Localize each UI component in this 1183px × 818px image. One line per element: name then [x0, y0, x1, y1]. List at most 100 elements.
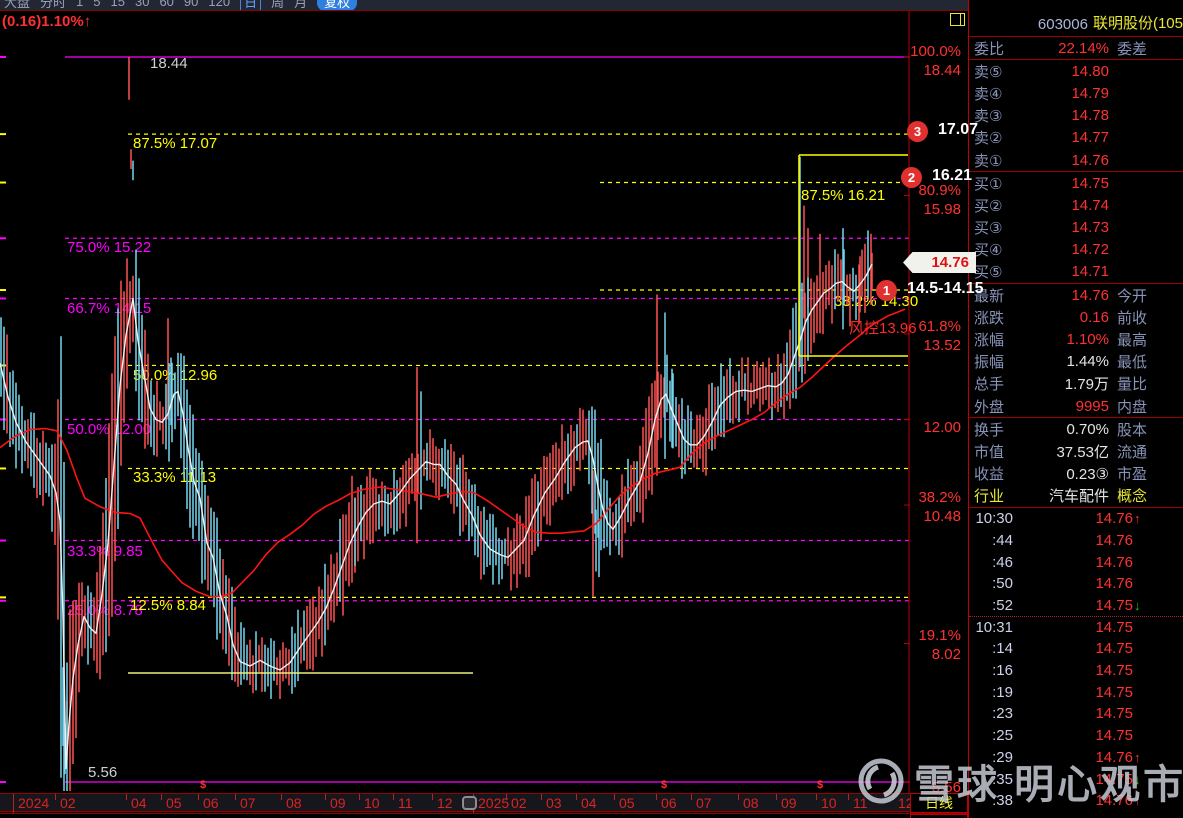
x-axis-tick	[614, 794, 615, 800]
annotation-badge-2[interactable]: 2	[901, 167, 922, 188]
tick-row: :52 14.75 ↓	[992, 597, 1141, 615]
sell-level-2[interactable]: 卖④ 14.79	[974, 84, 1109, 103]
plot-area	[0, 57, 906, 791]
x-axis-month: 02	[60, 795, 76, 811]
buy-level-2[interactable]: 买② 14.74	[974, 196, 1109, 215]
tick-row: :29 14.76 ↑	[992, 748, 1141, 766]
annotation-price-2: 16.21	[932, 167, 973, 184]
toolbar-item-分时[interactable]: 分时	[40, 0, 67, 10]
toolbar-item-1[interactable]: 1	[76, 0, 84, 9]
buy-level-4[interactable]: 买④ 14.72	[974, 241, 1109, 260]
info-row-市值: 市值 37.53亿 流通	[974, 443, 1148, 461]
info-row-收益: 收益 0.23③ 市盈	[974, 465, 1148, 484]
x-axis-month: 08	[743, 795, 759, 811]
x-axis-month: 2025	[478, 795, 510, 811]
bottom-strip	[0, 813, 1183, 818]
info-row-外盘: 外盘 9995 内盘	[974, 397, 1148, 416]
fib-label: 38.2% 14.30	[834, 293, 918, 310]
x-axis-tick	[576, 794, 577, 800]
fib-label: 25.0% 8.78	[67, 602, 143, 619]
x-axis-month: 06	[661, 795, 677, 811]
x-axis-month: 2024	[18, 795, 50, 811]
fib-label: 75.0% 15.22	[67, 239, 151, 256]
toolbar-item-30[interactable]: 30	[134, 0, 150, 9]
x-axis-month: 09	[781, 795, 797, 811]
fib-label: 87.5% 16.21	[801, 187, 885, 204]
x-axis-tick	[541, 794, 542, 800]
annotation-price-1: 14.5-14.15	[907, 280, 984, 297]
x-axis-month: 12	[437, 795, 453, 811]
timeline-scroll-thumb[interactable]	[462, 796, 477, 810]
info-row-涨幅: 涨幅 1.10% 最高	[974, 331, 1148, 350]
x-axis-month: 09	[330, 795, 346, 811]
x-axis-tick	[656, 794, 657, 800]
sell-level-3[interactable]: 卖③ 14.78	[974, 107, 1109, 126]
y-axis-label: 100.0% 18.44	[910, 43, 961, 79]
tick-row: :44 14.76	[992, 531, 1133, 549]
fib-label: 12.5% 8.84	[130, 597, 206, 614]
toolbar-item-5[interactable]: 5	[93, 0, 101, 9]
sell-level-4[interactable]: 卖② 14.77	[974, 129, 1109, 148]
toolbar-item-周[interactable]: 周	[271, 0, 285, 10]
x-axis-tick	[359, 794, 360, 800]
x-axis-month: 11	[398, 795, 413, 811]
change-readout: (0.16)1.10%↑	[2, 13, 92, 30]
toolbar-item-大盘[interactable]: 大盘	[4, 0, 31, 10]
buy-level-5[interactable]: 买⑤ 14.71	[974, 263, 1109, 282]
toolbar-item-日[interactable]: 日	[240, 0, 262, 10]
x-axis-month: 05	[166, 795, 182, 811]
x-axis-tick	[161, 794, 162, 800]
annotation-badge-1[interactable]: 1	[876, 280, 897, 301]
info-row-换手: 换手 0.70% 股本	[974, 420, 1148, 439]
toolbar-item-月[interactable]: 月	[294, 0, 308, 10]
x-axis-tick	[55, 794, 56, 800]
buy-level-1[interactable]: 买① 14.75	[974, 174, 1109, 193]
tick-row: :16 14.75	[992, 662, 1133, 680]
weibi-row: 委比 22.14% 委差	[969, 37, 1183, 59]
x-axis-month: 02	[511, 795, 527, 811]
price-line	[0, 263, 873, 770]
toolbar-item-120[interactable]: 120	[208, 0, 231, 9]
price-axis: 100.0% 18.44 80.9% 15.98 61.8% 13.52 12.00 38.2…	[910, 0, 966, 796]
fib-label: 33.3% 9.85	[67, 543, 143, 560]
y-axis-label: 80.9% 15.98	[918, 182, 961, 218]
x-axis-tick	[738, 794, 739, 800]
tick-list[interactable]: 10:30 14.76 ↑:44 14.76:46 14.76:50 14.76:52 14…	[969, 506, 1183, 812]
x-axis-tick	[893, 794, 894, 800]
x-axis-month: 03	[546, 795, 562, 811]
x-axis-month: 07	[240, 795, 256, 811]
fib-label: 87.5% 17.07	[133, 135, 217, 152]
x-axis-month: 08	[286, 795, 302, 811]
weicha-label: 委差	[1117, 40, 1148, 58]
sell-level-5[interactable]: 卖① 14.76	[974, 151, 1109, 170]
toolbar-item-90[interactable]: 90	[183, 0, 199, 9]
top-toolbar[interactable]: 大盘 分时 1 5 15 30 60 90 120 日周月复权	[0, 0, 1183, 11]
toolbar-item-15[interactable]: 15	[110, 0, 125, 9]
up-arrow-icon: ↑	[1134, 749, 1141, 765]
time-axis[interactable]: 2024 02 04 05 06 07 08 09 10 11 12 2025 02 03 04 05 06 07…	[0, 793, 914, 813]
risk-control-label: 风控13.96	[849, 320, 917, 337]
toolbar-item-60[interactable]: 60	[159, 0, 174, 9]
kline-chart-area[interactable]: 18.44 75.0% 15.22 66.7% 14.15 50.0% 12.00 33…	[0, 0, 968, 793]
x-axis-tick	[281, 794, 282, 800]
x-axis-month: 07	[696, 795, 712, 811]
x-axis-month: 04	[581, 795, 597, 811]
toolbar-item-复权[interactable]: 复权	[317, 0, 358, 10]
annotation-badge-3[interactable]: 3	[907, 121, 928, 142]
x-axis-month: 06	[203, 795, 219, 811]
sell-level-1[interactable]: 卖⑤ 14.80	[974, 62, 1109, 81]
kline-period-tab[interactable]: 日线	[910, 793, 968, 813]
down-arrow-icon: ↓	[1134, 598, 1141, 614]
x-axis-month: 11	[853, 795, 868, 811]
panel-layout-icon[interactable]	[950, 13, 965, 26]
quote-panel: 603006 联明股份(105 委比 22.14% 委差 卖⑤ 14.80 卖④ 14…	[968, 0, 1183, 818]
x-axis-month: 10	[821, 795, 837, 811]
buy-level-3[interactable]: 买③ 14.73	[974, 219, 1109, 238]
annotation-box	[798, 154, 908, 357]
current-price-tag: 14.76	[903, 252, 976, 273]
x-axis-tick	[776, 794, 777, 800]
dividend-marker: $	[817, 779, 823, 791]
y-axis-label: 12.00	[923, 419, 961, 436]
